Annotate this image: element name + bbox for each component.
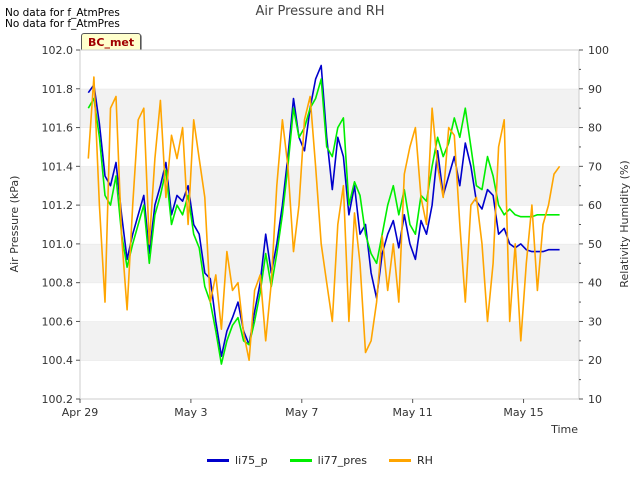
y2-tick-label: 90 xyxy=(588,83,602,96)
y-tick-label: 101.6 xyxy=(42,122,74,135)
y2-tick-label: 20 xyxy=(588,354,602,367)
x-tick-label: May 15 xyxy=(503,406,543,419)
legend-swatch-rh xyxy=(389,459,412,462)
grid-band xyxy=(80,88,579,128)
legend: li75_p li77_pres RH xyxy=(0,454,640,467)
y-tick-label: 102.0 xyxy=(42,44,74,57)
no-data-message: No data for f_AtmPres xyxy=(5,7,120,19)
grid-band xyxy=(80,360,579,399)
legend-label-rh: RH xyxy=(417,454,433,467)
y2-tick-label: 10 xyxy=(588,393,602,406)
chart-title: Air Pressure and RH xyxy=(255,4,385,19)
series-line-li75-p xyxy=(87,64,560,358)
y-tick-label: 100.8 xyxy=(42,277,74,290)
grid-band xyxy=(80,321,579,361)
legend-swatch-li77 xyxy=(289,459,312,462)
y-axis-label: Air Pressure (kPa) xyxy=(8,176,21,273)
no-data-message-2: No data for f_AtmPres xyxy=(5,18,120,30)
y-tick-label: 101.4 xyxy=(42,160,74,173)
y-tick-label: 100.4 xyxy=(42,354,74,367)
y-tick-label: 101.0 xyxy=(42,238,74,251)
y2-tick-label: 60 xyxy=(588,199,602,212)
y-tick-label: 101.2 xyxy=(42,199,74,212)
y2-tick-label: 40 xyxy=(588,277,602,290)
legend-item-rh: RH xyxy=(389,454,433,467)
y2-tick-label: 80 xyxy=(588,122,602,135)
y2-tick-label: 70 xyxy=(588,160,602,173)
grid-band xyxy=(80,50,579,89)
legend-label-li75: li75_p xyxy=(235,454,268,467)
legend-swatch-li75 xyxy=(207,459,230,462)
y-tick-label: 100.2 xyxy=(42,393,74,406)
legend-label-li77: li77_pres xyxy=(317,454,368,467)
y2-axis-label: Relativity Humidity (%) xyxy=(618,160,631,287)
legend-item-li77: li77_pres xyxy=(289,454,368,467)
grid-band xyxy=(80,166,579,206)
x-axis-label: Time xyxy=(550,423,578,436)
y2-tick-label: 30 xyxy=(588,315,602,328)
station-badge: BC_met xyxy=(81,33,142,52)
legend-item-li75: li75_p xyxy=(207,454,268,467)
x-tick-label: May 3 xyxy=(174,406,207,419)
x-tick-label: May 11 xyxy=(393,406,433,419)
x-tick-label: May 7 xyxy=(285,406,318,419)
series-line-RH xyxy=(87,76,561,362)
y-tick-label: 101.8 xyxy=(42,83,74,96)
y2-tick-label: 50 xyxy=(588,238,602,251)
grid-band xyxy=(80,243,579,283)
y-tick-label: 100.6 xyxy=(42,315,74,328)
x-tick-label: Apr 29 xyxy=(62,406,99,419)
y2-tick-label: 100 xyxy=(588,44,609,57)
